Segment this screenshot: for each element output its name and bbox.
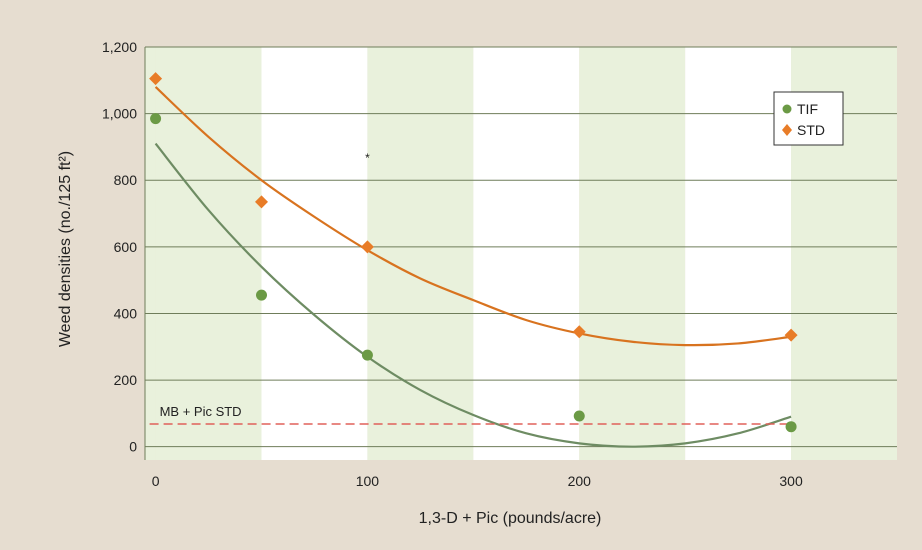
- point-std: [149, 72, 163, 86]
- x-axis-label: 1,3-D + Pic (pounds/acre): [419, 510, 602, 527]
- point-tif: [573, 410, 585, 422]
- x-tick-label: 0: [152, 473, 160, 489]
- x-tick-label: 100: [356, 473, 380, 489]
- legend: TIF STD: [773, 91, 844, 146]
- y-tick-label: 0: [129, 439, 137, 455]
- data-points: [149, 72, 798, 433]
- trend-line-tif: [154, 142, 792, 448]
- y-tick-label: 800: [114, 172, 138, 188]
- x-tick-label: 300: [779, 473, 803, 489]
- point-std: [784, 328, 798, 342]
- background-band: [145, 47, 156, 460]
- y-tick-label: 1,000: [102, 106, 137, 122]
- point-std: [572, 325, 586, 339]
- legend-std-label: STD: [797, 122, 825, 138]
- background-band: [155, 47, 262, 460]
- x-tick-label: 200: [568, 473, 592, 489]
- point-tif: [150, 113, 162, 125]
- legend-std-marker: [782, 124, 792, 136]
- point-std: [360, 240, 374, 254]
- y-tick-label: 600: [114, 239, 138, 255]
- trend-line-std: [154, 86, 792, 347]
- reference-line-label: MB + Pic STD: [160, 404, 242, 419]
- significance-annotation: *: [365, 151, 370, 165]
- trend-lines: [154, 86, 792, 448]
- point-std: [255, 195, 269, 209]
- y-axis-ticks: 0 200 400 600 800 1,000 1,200: [102, 39, 137, 455]
- y-tick-label: 400: [114, 305, 138, 321]
- y-axis-label: Weed densities (no./125 ft²): [57, 151, 74, 347]
- background-band: [367, 47, 474, 460]
- x-axis-ticks: 0 100 200 300: [152, 473, 803, 489]
- y-tick-label: 200: [114, 372, 138, 388]
- legend-tif-label: TIF: [797, 101, 818, 117]
- background-band: [579, 47, 686, 460]
- point-tif: [361, 349, 373, 361]
- y-tick-label: 1,200: [102, 39, 137, 55]
- background-band: [261, 47, 368, 460]
- background-band: [473, 47, 580, 460]
- legend-tif-marker: [782, 104, 792, 114]
- background-band: [685, 47, 792, 460]
- legend-box: [773, 91, 844, 146]
- point-tif: [785, 421, 797, 433]
- point-tif: [256, 289, 268, 301]
- gridlines: [144, 46, 897, 460]
